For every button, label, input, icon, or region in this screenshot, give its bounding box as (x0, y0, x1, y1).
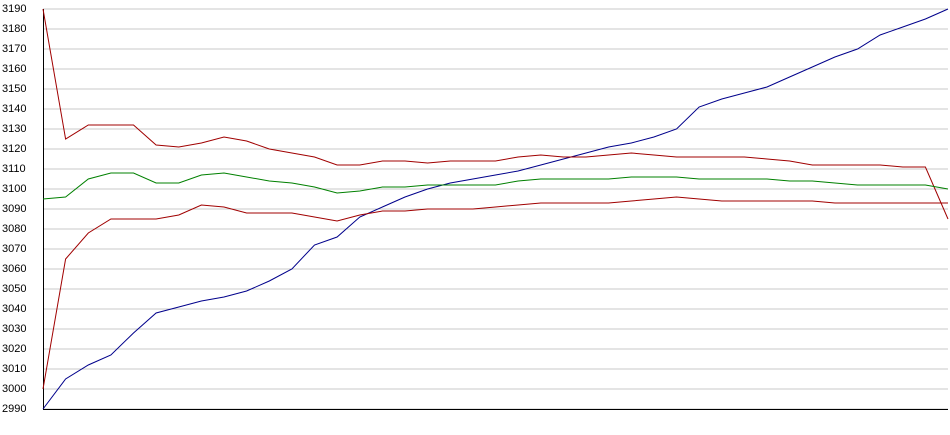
y-tick-label: 3000 (2, 383, 26, 395)
y-tick-label: 3140 (2, 103, 26, 115)
y-tick-label: 3010 (2, 363, 26, 375)
y-tick-label: 2990 (2, 403, 26, 415)
y-tick-label: 3050 (2, 283, 26, 295)
y-tick-label: 3090 (2, 203, 26, 215)
series-line (42, 8, 949, 220)
y-tick-label: 3100 (2, 183, 26, 195)
series-line (42, 196, 948, 390)
y-tick-label: 3190 (2, 3, 26, 15)
y-tick-label: 3070 (2, 243, 26, 255)
y-tick-label: 3060 (2, 263, 26, 275)
series-line (42, 8, 949, 410)
y-tick-label: 3120 (2, 143, 26, 155)
y-tick-label: 3130 (2, 123, 26, 135)
series-line (42, 172, 949, 200)
y-tick-label: 3150 (2, 83, 26, 95)
y-tick-label: 3030 (2, 323, 26, 335)
y-tick-label: 3160 (2, 63, 26, 75)
y-tick-label: 3040 (2, 303, 26, 315)
y-tick-label: 3180 (2, 23, 26, 35)
y-tick-label: 3020 (2, 343, 26, 355)
y-tick-label: 3170 (2, 43, 26, 55)
y-tick-label: 3110 (2, 163, 26, 175)
y-tick-label: 3080 (2, 223, 26, 235)
